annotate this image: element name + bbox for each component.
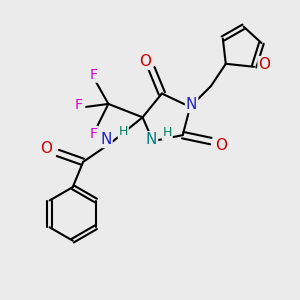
Text: N: N [100,132,112,147]
Text: O: O [40,141,52,156]
Text: O: O [215,138,227,153]
Text: F: F [89,127,98,141]
Text: H: H [118,125,128,138]
Text: N: N [186,97,197,112]
Text: O: O [258,57,270,72]
Text: F: F [89,68,98,82]
Text: H: H [163,126,172,139]
Text: F: F [75,98,83,112]
Text: O: O [139,54,151,69]
Text: N: N [146,132,157,147]
